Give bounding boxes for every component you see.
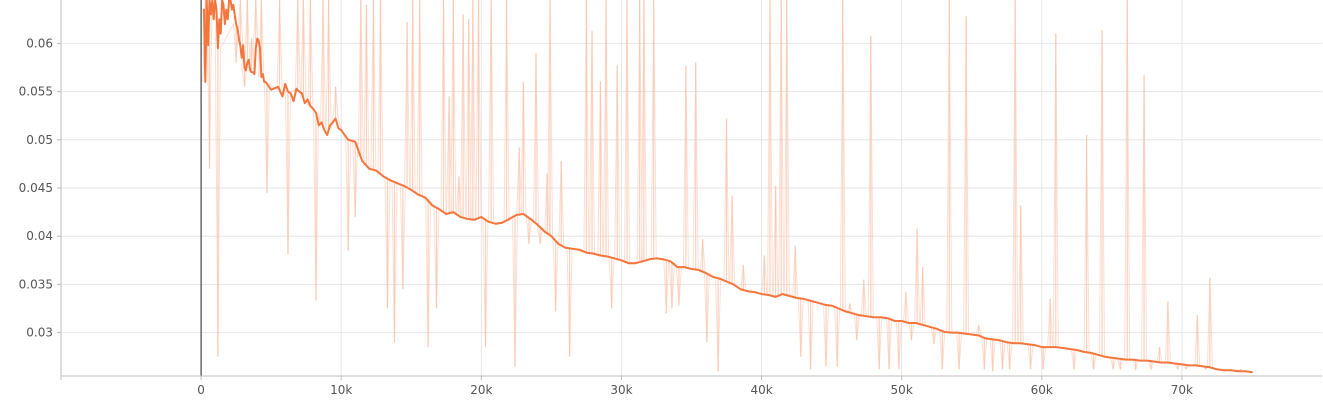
x-tick-label: 0 [197, 383, 205, 397]
grid [61, 0, 1322, 376]
axes [57, 0, 1322, 380]
x-tick-label: 10k [330, 383, 352, 397]
x-tick-label: 30k [610, 383, 632, 397]
y-tick-label: 0.05 [26, 133, 53, 147]
y-tick-label: 0.055 [19, 85, 53, 99]
x-tick-label: 20k [470, 383, 492, 397]
x-tick-label: 70k [1171, 383, 1193, 397]
y-tick-label: 0.06 [26, 36, 53, 50]
x-tick-label: 40k [750, 383, 772, 397]
smoothed-line [202, 0, 1253, 374]
raw-series [202, 0, 1244, 372]
y-tick-label: 0.04 [26, 229, 53, 243]
smoothed-series [202, 0, 1253, 374]
y-tick-label: 0.03 [26, 326, 53, 340]
y-tick-label: 0.045 [19, 181, 53, 195]
y-tick-label: 0.035 [19, 277, 53, 291]
x-tick-label: 60k [1031, 383, 1053, 397]
tick-labels: 0.03 0.035 0.04 0.045 0.05 0.055 0.06 0 10k 20k 30… [19, 36, 1193, 397]
x-tick-label: 50k [891, 383, 913, 397]
